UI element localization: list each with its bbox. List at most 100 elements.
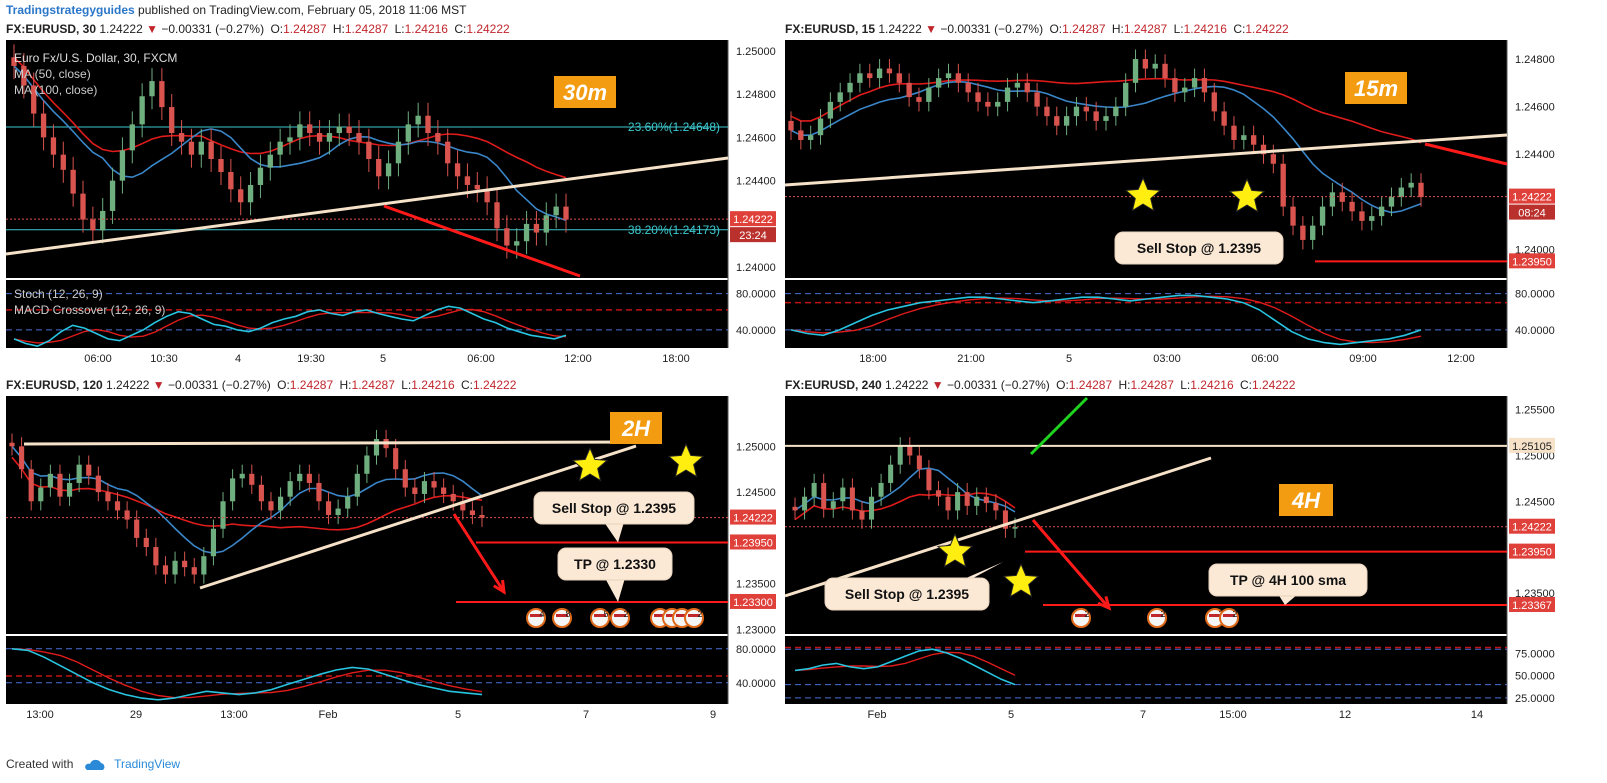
candle-body bbox=[1388, 197, 1395, 207]
event-count: 4 bbox=[539, 609, 544, 619]
low-value: 1.24216 bbox=[1183, 22, 1227, 36]
arrow-head bbox=[492, 579, 506, 595]
candle-body bbox=[1123, 82, 1129, 107]
price-axis-tick: 1.24500 bbox=[736, 487, 776, 499]
brand-link[interactable]: Tradingstrategyguides bbox=[6, 3, 135, 17]
candle-body bbox=[238, 189, 244, 203]
time-axis-tick: 03:00 bbox=[1153, 353, 1181, 365]
candle-body bbox=[134, 519, 140, 538]
candle-body bbox=[817, 118, 824, 136]
candle-body bbox=[993, 503, 999, 511]
time-axis-tick: 18:00 bbox=[662, 353, 690, 365]
candle-body bbox=[1152, 63, 1158, 69]
candle-body bbox=[287, 137, 293, 142]
level-tag bbox=[730, 593, 776, 609]
open-value: 1.24287 bbox=[1068, 378, 1113, 392]
candle-body bbox=[66, 482, 73, 497]
candle-body bbox=[11, 57, 17, 66]
candle-body bbox=[1241, 135, 1247, 140]
candle-body bbox=[415, 115, 421, 125]
candle-body bbox=[393, 448, 399, 470]
candle-body bbox=[257, 167, 264, 185]
symbol-label: FX:EURUSD, 240 bbox=[785, 378, 882, 392]
candle-body bbox=[965, 82, 971, 93]
time-axis-tick: 15:00 bbox=[1219, 709, 1247, 721]
time-axis-tick: 12:00 bbox=[564, 353, 592, 365]
chart-svg-2h[interactable]: 1.25000 1.24500 1.23500 1.23000 80.0000 40.00… bbox=[6, 396, 778, 730]
chart-svg-30m[interactable]: 1.25000 1.24800 1.24600 1.24400 1.24000 80.00… bbox=[6, 40, 778, 374]
sub-axis-tick: 40.0000 bbox=[1515, 325, 1555, 337]
us-flag-stripe bbox=[1209, 614, 1221, 617]
current-price-tag bbox=[1509, 518, 1555, 534]
star-icon bbox=[936, 532, 974, 568]
level-tag bbox=[1509, 596, 1555, 612]
candle-body bbox=[945, 496, 951, 511]
candle-body bbox=[837, 92, 843, 102]
panel-header: FX:EURUSD, 240 1.24222 ▼ −0.00331 (−0.27… bbox=[785, 378, 1296, 392]
current-price-tag-text: 1.24222 bbox=[733, 214, 773, 226]
candle-body bbox=[886, 68, 893, 74]
candle-body bbox=[1093, 111, 1099, 121]
candle-body bbox=[19, 446, 25, 470]
us-flag-stripe bbox=[676, 614, 688, 617]
time-axis-tick: 5 bbox=[380, 353, 386, 365]
candle-body bbox=[474, 184, 480, 190]
candle-body bbox=[182, 560, 188, 568]
candle-body bbox=[86, 464, 92, 476]
ma-100-line bbox=[790, 77, 1422, 144]
us-flag-event-icon bbox=[1147, 608, 1167, 628]
symbol-label: FX:EURUSD, 120 bbox=[6, 378, 103, 392]
price-change: −0.00331 (−0.27%) bbox=[947, 378, 1050, 392]
ma-50-legend: MA (50, close) bbox=[14, 67, 91, 81]
candle-body bbox=[247, 184, 254, 203]
candle-body bbox=[827, 101, 834, 119]
callout-text: Sell Stop @ 1.2395 bbox=[845, 586, 969, 602]
candle-body bbox=[119, 150, 126, 181]
candle-body bbox=[1398, 187, 1404, 198]
us-flag-stripe bbox=[1075, 614, 1087, 617]
stoch-k-line bbox=[11, 648, 483, 701]
price-axis-tick: 1.24400 bbox=[736, 176, 776, 188]
time-axis-tick: 7 bbox=[583, 709, 589, 721]
candle-body bbox=[1250, 135, 1257, 145]
candle-body bbox=[139, 96, 145, 125]
chart-svg-4h[interactable]: 1.25500 1.25000 1.24500 1.23500 75.0000 50.00… bbox=[785, 396, 1557, 730]
candle-body bbox=[1162, 63, 1168, 79]
chart-svg-15m[interactable]: 1.248001.246001.244001.2400080.000040.00… bbox=[785, 40, 1557, 374]
candle-body bbox=[1270, 154, 1277, 164]
sub-axis-tick: 50.0000 bbox=[1515, 671, 1555, 683]
candle-body bbox=[172, 560, 178, 575]
candle-body bbox=[57, 473, 63, 497]
price-change: −0.00331 (−0.27%) bbox=[161, 22, 265, 36]
current-price-tag-text: 1.24222 bbox=[1512, 522, 1552, 534]
current-price-tag bbox=[730, 211, 776, 227]
candle-body bbox=[1231, 125, 1237, 140]
candle-body bbox=[533, 223, 540, 233]
trendline bbox=[785, 456, 1212, 598]
candle-body bbox=[484, 189, 490, 203]
panel-header: FX:EURUSD, 15 1.24222 ▼ −0.00331 (−0.27%… bbox=[785, 22, 1289, 36]
candle-body bbox=[1004, 87, 1011, 102]
price-axis-tick: 1.23500 bbox=[1515, 588, 1555, 600]
last-price: 1.24222 bbox=[878, 22, 922, 36]
candle-body bbox=[47, 473, 53, 488]
close-value: 1.24222 bbox=[1252, 378, 1296, 392]
tradingview-link[interactable]: TradingView bbox=[114, 757, 181, 771]
candle-body bbox=[878, 482, 884, 497]
trendline bbox=[785, 133, 1508, 187]
high-value: 1.24287 bbox=[1130, 378, 1174, 392]
us-flag-event-icon bbox=[1071, 608, 1091, 628]
candle-body bbox=[249, 473, 255, 485]
price-axis-tick: 1.23000 bbox=[736, 624, 776, 636]
down-arrow-icon: ▼ bbox=[146, 22, 158, 36]
time-axis-tick: 21:00 bbox=[957, 353, 985, 365]
timeframe-badge bbox=[554, 76, 616, 108]
candle-body bbox=[1012, 526, 1018, 529]
price-change: −0.00331 (−0.27%) bbox=[940, 22, 1044, 36]
us-flag-stripe bbox=[688, 614, 700, 617]
candle-body bbox=[840, 487, 846, 502]
candle-body bbox=[129, 124, 135, 151]
us-flag-event-icon bbox=[526, 608, 546, 628]
candle-body bbox=[955, 73, 962, 83]
candle-body bbox=[788, 120, 794, 131]
